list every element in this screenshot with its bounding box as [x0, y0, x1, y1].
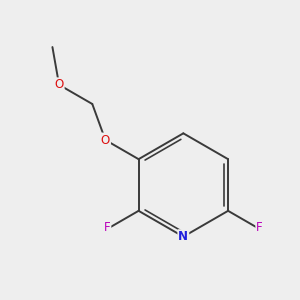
Text: O: O [55, 78, 64, 91]
Text: N: N [178, 230, 188, 243]
Text: F: F [104, 221, 110, 234]
Text: O: O [101, 134, 110, 146]
Text: F: F [256, 221, 263, 234]
